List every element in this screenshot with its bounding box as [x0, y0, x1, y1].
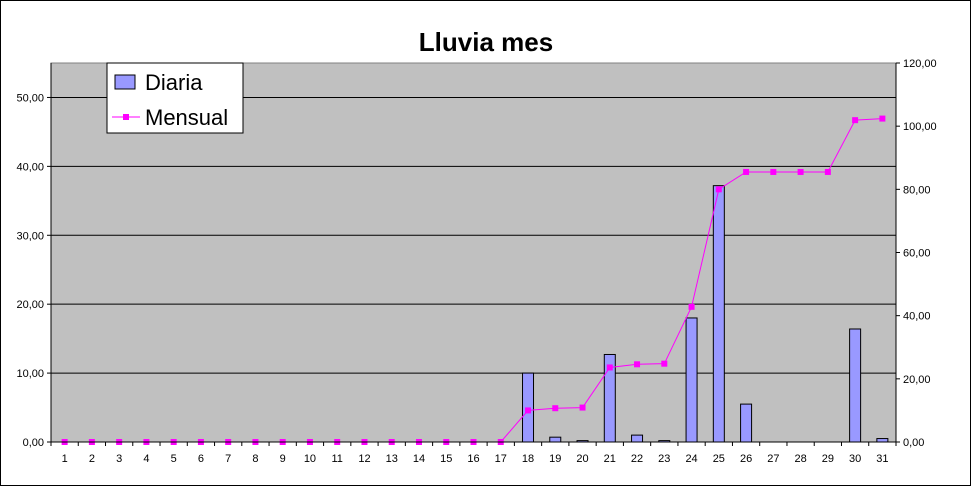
- legend-label-diaria: Diaria: [145, 70, 203, 95]
- bar-diaria: [740, 403, 753, 443]
- x-tick-label: 30: [849, 453, 861, 465]
- x-tick-label: 22: [631, 453, 643, 465]
- y-left-tick-label: 20,00: [16, 299, 44, 311]
- x-tick-label: 28: [794, 453, 806, 465]
- bar-diaria: [549, 436, 562, 443]
- legend-swatch-diaria: [114, 74, 136, 90]
- x-tick-label: 6: [198, 453, 204, 465]
- x-tick-label: 1: [62, 453, 68, 465]
- bar-diaria: [631, 434, 644, 443]
- x-tick-label: 20: [576, 453, 588, 465]
- y-right-tick-label: 0,00: [903, 437, 924, 449]
- y-right-tick-label: 100,00: [903, 121, 937, 133]
- point-mensual: [797, 168, 804, 175]
- y-left-tick-label: 0,00: [23, 437, 44, 449]
- x-tick-label: 2: [89, 453, 95, 465]
- point-mensual: [770, 168, 777, 175]
- point-mensual: [879, 115, 886, 122]
- y-left-tick-label: 30,00: [16, 230, 44, 242]
- bar-diaria: [876, 438, 889, 443]
- x-tick-label: 23: [658, 453, 670, 465]
- x-tick-label: 21: [604, 453, 616, 465]
- y-right-tick-label: 80,00: [903, 184, 931, 196]
- x-tick-label: 16: [467, 453, 479, 465]
- legend: Diaria Mensual: [106, 62, 244, 134]
- x-tick-label: 19: [549, 453, 561, 465]
- x-tick-label: 11: [331, 453, 342, 465]
- point-mensual: [715, 186, 722, 193]
- point-mensual: [579, 404, 586, 411]
- x-tick-label: 9: [280, 453, 286, 465]
- y-right-tick-label: 60,00: [903, 248, 931, 260]
- point-mensual: [661, 360, 668, 367]
- x-tick-label: 3: [116, 453, 122, 465]
- x-tick-label: 25: [713, 453, 725, 465]
- chart-title: Lluvia mes: [419, 27, 553, 57]
- y-left-tick-label: 50,00: [16, 92, 44, 104]
- x-tick-label: 29: [822, 453, 834, 465]
- axes: 0,00 10,00 20,00 30,00 40,00 50,00 0,00 20,00 40…: [16, 58, 936, 465]
- legend-marker-mensual: [123, 114, 129, 120]
- x-tick-label: 10: [304, 453, 316, 465]
- point-mensual: [824, 168, 831, 175]
- x-tick-label: 15: [440, 453, 452, 465]
- x-tick-label: 26: [740, 453, 752, 465]
- y-right-tick-label: 20,00: [903, 374, 931, 386]
- bar-diaria: [712, 185, 725, 443]
- x-tick-label: 18: [522, 453, 534, 465]
- point-mensual: [688, 303, 695, 310]
- x-tick-label: 7: [225, 453, 231, 465]
- legend-label-mensual: Mensual: [145, 105, 228, 130]
- y-left-tick-label: 40,00: [16, 161, 44, 173]
- point-mensual: [525, 407, 532, 414]
- x-tick-label: 13: [386, 453, 398, 465]
- y-right-tick-label: 120,00: [903, 58, 937, 70]
- x-tick-label: 5: [171, 453, 177, 465]
- x-tick-label: 14: [413, 453, 425, 465]
- point-mensual: [743, 168, 750, 175]
- y-left-tick-label: 10,00: [16, 368, 44, 380]
- x-tick-label: 8: [252, 453, 258, 465]
- x-tick-label: 12: [358, 453, 370, 465]
- x-tick-label: 31: [876, 453, 888, 465]
- point-mensual: [552, 405, 559, 412]
- x-tick-label: 17: [495, 453, 507, 465]
- x-tick-label: 24: [685, 453, 697, 465]
- point-mensual: [634, 361, 641, 368]
- x-tick-label: 4: [143, 453, 149, 465]
- y-right-tick-label: 40,00: [903, 311, 931, 323]
- point-mensual: [852, 117, 859, 124]
- x-tick-label: 27: [767, 453, 779, 465]
- bar-diaria: [685, 317, 698, 443]
- bar-diaria: [849, 328, 862, 443]
- point-mensual: [606, 364, 613, 371]
